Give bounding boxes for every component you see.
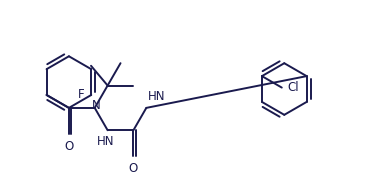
Text: O: O [64,140,74,153]
Text: N: N [92,99,101,112]
Text: O: O [129,162,138,175]
Text: HN: HN [148,90,166,103]
Text: F: F [78,88,84,102]
Text: Cl: Cl [288,81,299,94]
Text: HN: HN [97,135,115,148]
